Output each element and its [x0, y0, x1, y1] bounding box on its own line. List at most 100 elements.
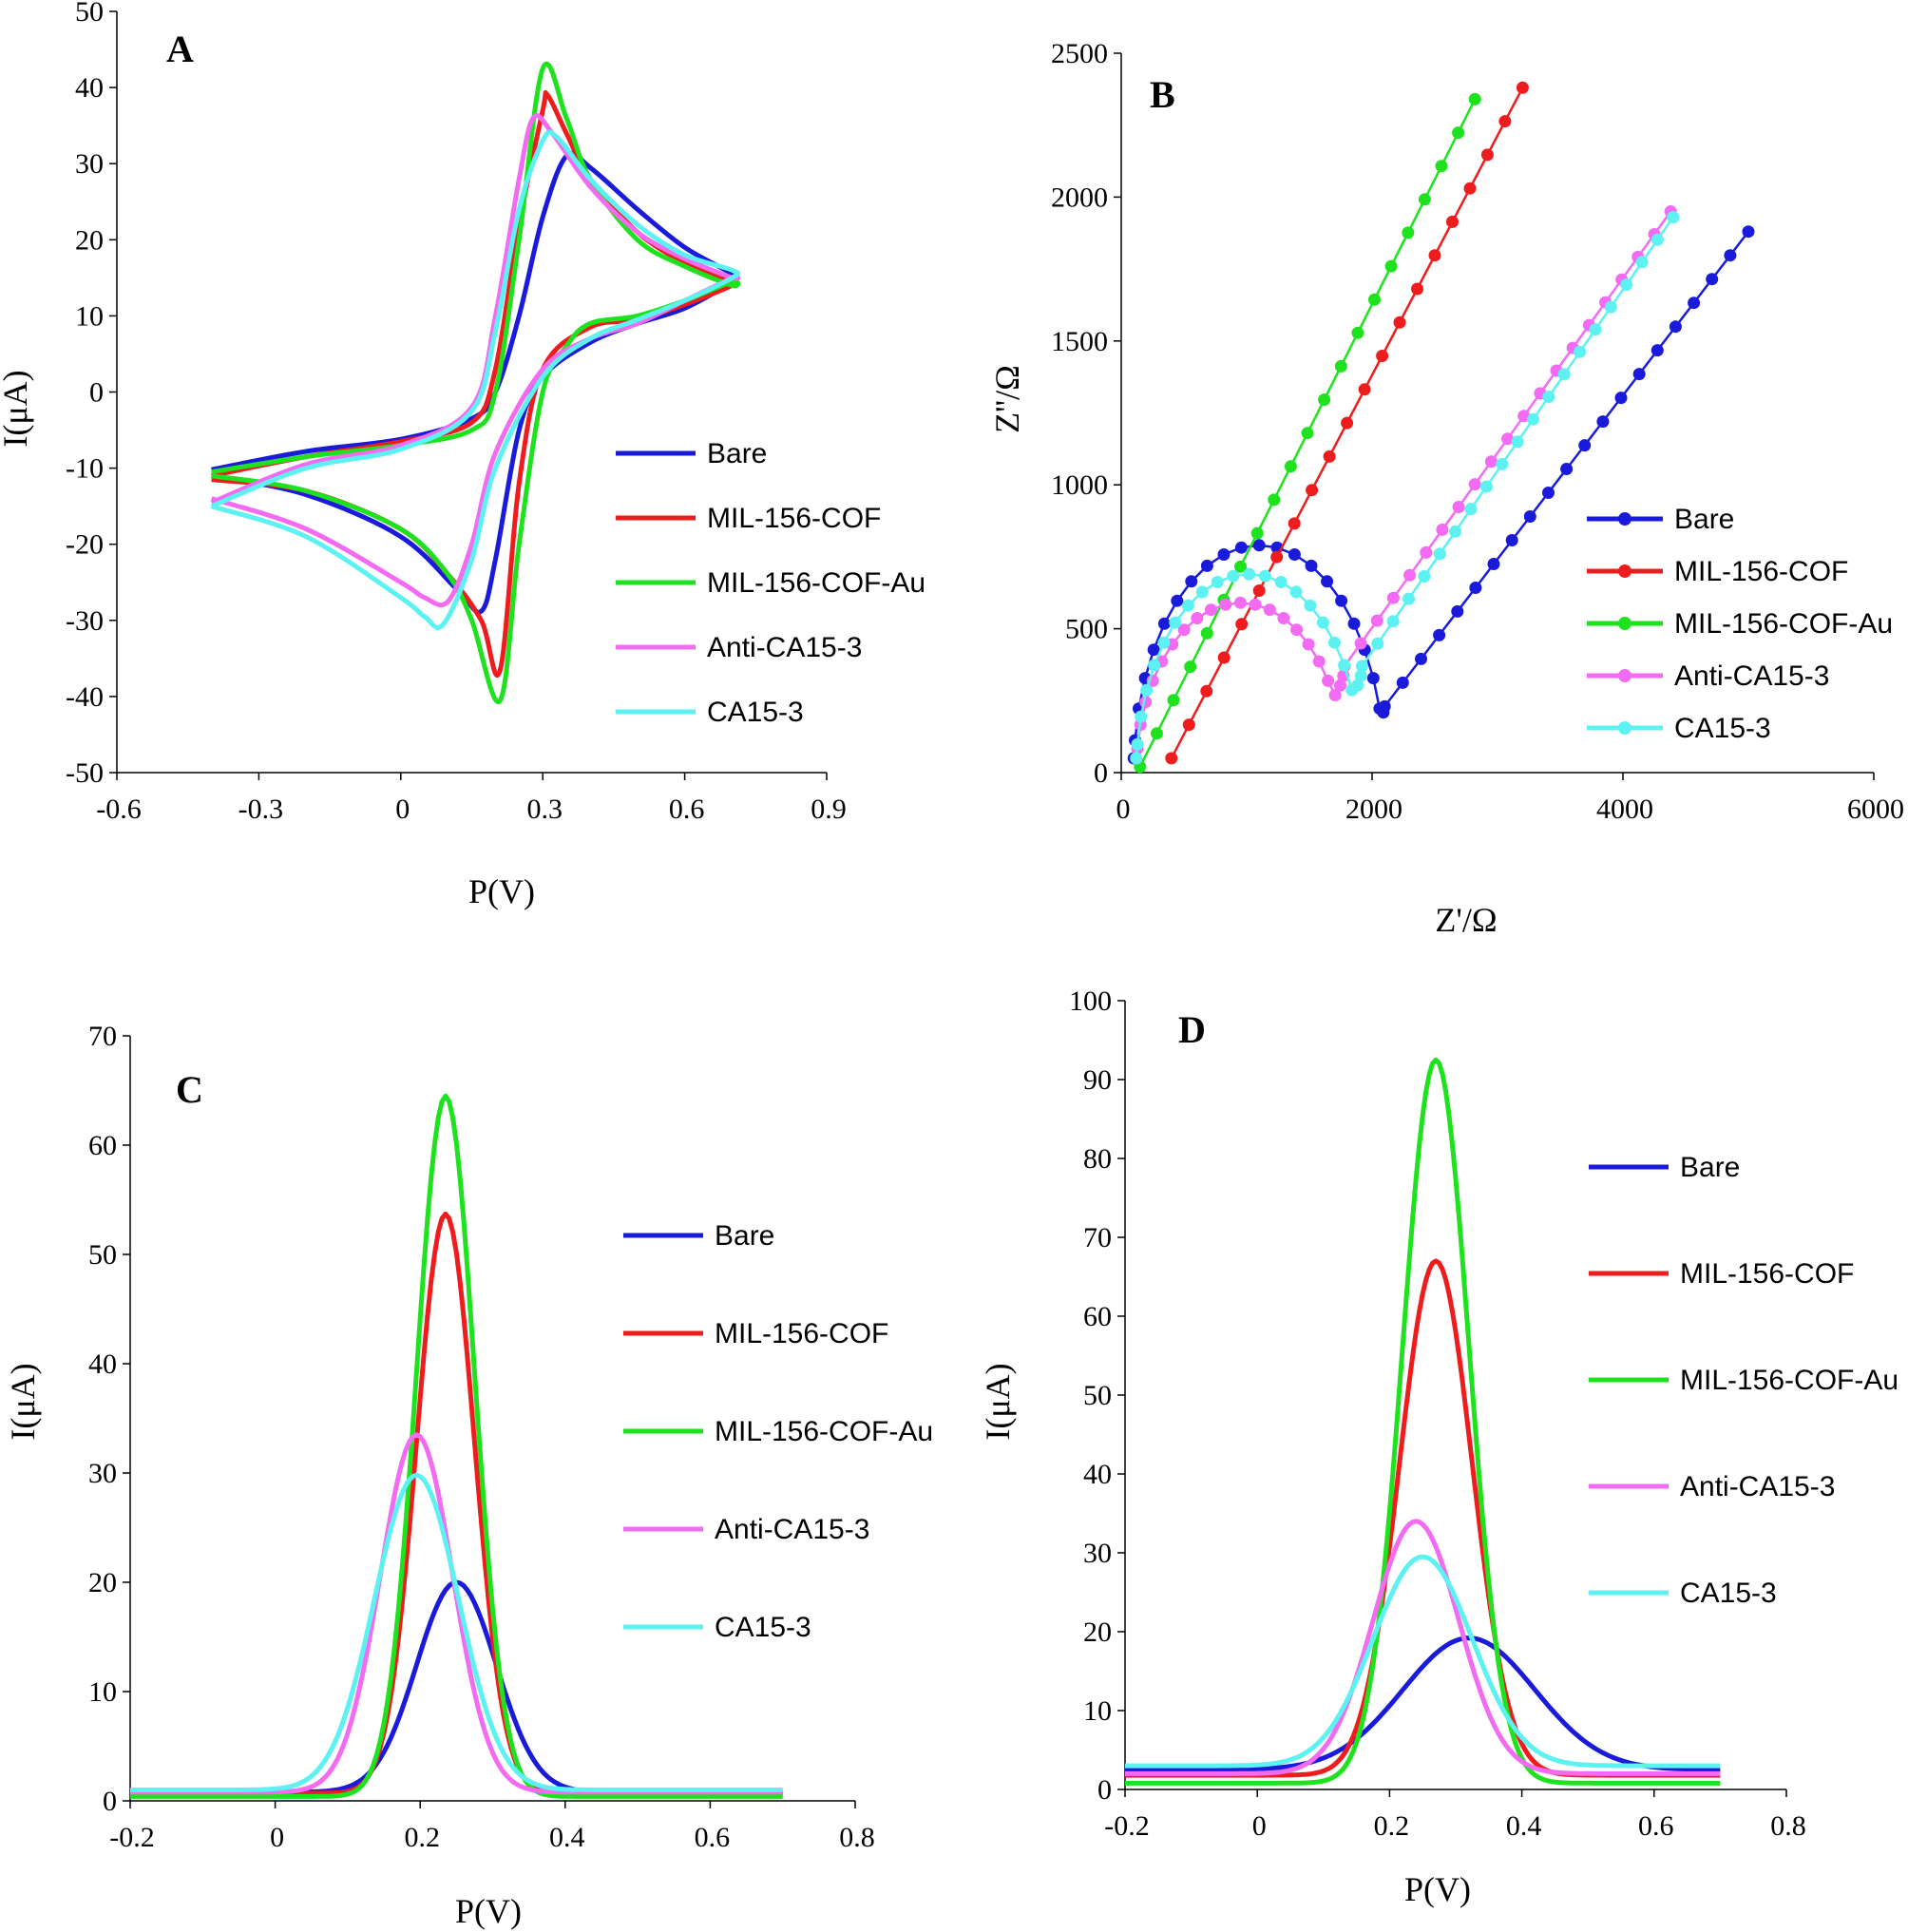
panel-d-legend-mil-156-cof-label: MIL-156-COF [1680, 1258, 1854, 1290]
panel-b-series-ca15-3-point [1338, 659, 1351, 672]
panel-b-series-mil-156-cof-au-point [1268, 493, 1281, 507]
panel-b-series-ca15-3-point [1351, 679, 1364, 692]
panel-b-series-bare-point [1378, 699, 1391, 713]
panel-b-series-mil-156-cof-point [1480, 148, 1494, 162]
panel-b-series-ca15-3-point [1496, 457, 1509, 470]
panel-b-series-bare-point [1706, 273, 1719, 286]
panel-b-series-anti-ca15-3-point [1354, 637, 1367, 650]
panel-b-series-anti-ca15-3-point [1233, 596, 1247, 609]
panel-b-legend-ca15-3-label: CA15-3 [1674, 713, 1771, 744]
panel-d-series-mil-156-cof-au [1125, 1057, 1721, 1786]
panel-b-series-mil-156-cof-au-point [1250, 526, 1264, 540]
panel-c-series-bare [130, 1579, 783, 1795]
panel-b-series-bare-point [1451, 604, 1464, 618]
panel-a-x-tick-label: 0.6 [669, 794, 705, 825]
panel-b-series-mil-156-cof-point [1306, 484, 1319, 497]
panel-b-series-ca15-3-point [1402, 592, 1415, 605]
panel-d-y-tick-label: 30 [1083, 1538, 1112, 1569]
panel-b-y-tick-label: 0 [1094, 757, 1108, 789]
panel-c-legend-bare-label: Bare [715, 1220, 774, 1252]
panel-b-x-tick-label: 4000 [1596, 794, 1653, 825]
panel-d-y-tick-label: 80 [1083, 1143, 1112, 1175]
panel-b-series-bare-point [1688, 296, 1701, 310]
panel-b-series-anti-ca15-3-point [1177, 623, 1191, 637]
panel-b-series-ca15-3-point [1135, 710, 1148, 723]
panel-d-y-tick-label: 40 [1083, 1459, 1112, 1490]
panel-b-series-mil-156-cof-au-point [1435, 160, 1448, 173]
panel-d-series-anti-ca15-3 [1125, 1519, 1721, 1776]
panel-b-series-anti-ca15-3-point [1312, 655, 1326, 668]
panel-b-series-mil-156-cof-au-point [1301, 427, 1314, 440]
panel-b-series-ca15-3-point [1604, 300, 1617, 314]
panel-b-series-anti-ca15-3-point [1484, 455, 1498, 469]
panel-b-series-ca15-3-point [1355, 660, 1368, 673]
panel-a-y-tick-label: 10 [75, 300, 104, 332]
panel-b-legend-mil-156-cof-au-marker [1618, 617, 1631, 630]
panel-c-x-tick-label: 0.2 [404, 1822, 440, 1853]
panel-b-series-ca15-3-point [1464, 503, 1478, 516]
panel-b-series-bare-point [1217, 548, 1231, 561]
panel-d-legend-bare-label: Bare [1680, 1152, 1740, 1183]
panel-label-b: B [1150, 73, 1175, 116]
panel-c-series-mil-156-cof-au [130, 1093, 783, 1799]
panel-d-y-tick-label: 90 [1083, 1064, 1112, 1096]
panel-b-series-ca15-3-point [1574, 345, 1587, 358]
panel-b-series-mil-156-cof-au-point [1167, 694, 1180, 707]
panel-d-y-tick-label: 20 [1083, 1616, 1112, 1648]
panel-b-series-mil-156-cof-point [1411, 282, 1423, 296]
panel-a-legend-mil-156-cof-au-label: MIL-156-COF-Au [707, 567, 925, 599]
panel-b-series-ca15-3-point [1327, 636, 1341, 649]
panel-c-x-tick-label: 0.6 [695, 1822, 731, 1853]
panel-b-series-mil-156-cof-point [1270, 550, 1284, 564]
panel-label-a: A [166, 28, 194, 70]
panel-b-series-mil-156-cof-point [1323, 450, 1336, 463]
panel-b-ylabel: Z''/Ω [988, 365, 1026, 433]
panel-c-series-mil-156-cof [130, 1211, 783, 1796]
panel-d-legend-anti-ca15-3-label: Anti-CA15-3 [1680, 1471, 1835, 1502]
panel-d-y-tick-label: 70 [1083, 1222, 1112, 1253]
panel-b-y-tick-label: 2500 [1051, 38, 1108, 69]
panel-b-series-anti-ca15-3-point [1436, 523, 1449, 536]
panel-b-series-ca15-3-point [1227, 569, 1240, 583]
panel-d-x-tick-label: 0.4 [1506, 1810, 1542, 1842]
panel-b-series-bare-point [1614, 392, 1628, 405]
panel-b-series-ca15-3-point [1635, 256, 1649, 269]
panel-b-series-anti-ca15-3-point [1328, 689, 1342, 701]
panel-d-series-bare [1125, 1636, 1721, 1772]
panel-b-series-anti-ca15-3-point [1219, 598, 1232, 611]
panel-b-series-ca15-3-point [1157, 636, 1171, 649]
panel-b-series-mil-156-cof-point [1252, 584, 1266, 597]
panel-b-series-ca15-3-point [1479, 480, 1493, 493]
panel-b-y-tick-label: 2000 [1051, 182, 1108, 213]
panel-a-y-tick-label: 20 [75, 224, 104, 256]
panel-label-d: D [1178, 1008, 1206, 1051]
panel-b-series-mil-156-cof-point [1446, 215, 1459, 228]
panel-c-x-tick-label: 0.8 [839, 1822, 875, 1853]
panel-b-series-mil-156-cof-au-point [1200, 626, 1213, 640]
panel-b-y-tick-label: 1500 [1051, 326, 1108, 357]
panel-d-x-tick-label: 0.2 [1374, 1810, 1410, 1842]
panel-c-x-tick-label: 0.4 [549, 1822, 585, 1853]
panel-a-y-tick-label: 0 [89, 377, 104, 409]
panel-c-x-tick-label: -0.2 [109, 1822, 155, 1853]
panel-b-y-tick-label: 1000 [1051, 469, 1108, 501]
panel-b-series-mil-156-cof-au-point [1402, 226, 1415, 239]
panel-d-x-tick-label: 0 [1252, 1810, 1267, 1842]
panel-b-legend-mil-156-cof-au-label: MIL-156-COF-Au [1674, 608, 1893, 640]
panel-b-series-bare-point [1288, 548, 1301, 561]
panel-b-series-ca15-3-point [1354, 669, 1367, 682]
panel-b-series-ca15-3-point [1181, 599, 1194, 612]
panel-b-series-anti-ca15-3-point [1205, 603, 1217, 617]
panel-d-y-tick-label: 0 [1097, 1774, 1112, 1806]
panel-c-y-tick-label: 40 [88, 1349, 117, 1380]
panel-d-y-tick-label: 50 [1083, 1380, 1112, 1411]
panel-b-series-ca15-3-point [1589, 323, 1602, 336]
panel-b-series-mil-156-cof-au-point [1184, 660, 1197, 674]
panel-b-series-anti-ca15-3-point [1370, 614, 1383, 627]
panel-a-y-tick-label: -50 [66, 757, 104, 789]
panel-c: C P(V) I(μA) 0 10 20 30 40 50 60 70 -0.2 0 0.2 0.4 0… [4, 1021, 933, 1930]
panel-b-legend-bare-label: Bare [1674, 504, 1734, 535]
panel-c-legend-mil-156-cof-label: MIL-156-COF [715, 1318, 888, 1349]
panel-b-series-bare-point [1487, 558, 1500, 570]
panel-b-series-anti-ca15-3-point [1334, 679, 1346, 692]
